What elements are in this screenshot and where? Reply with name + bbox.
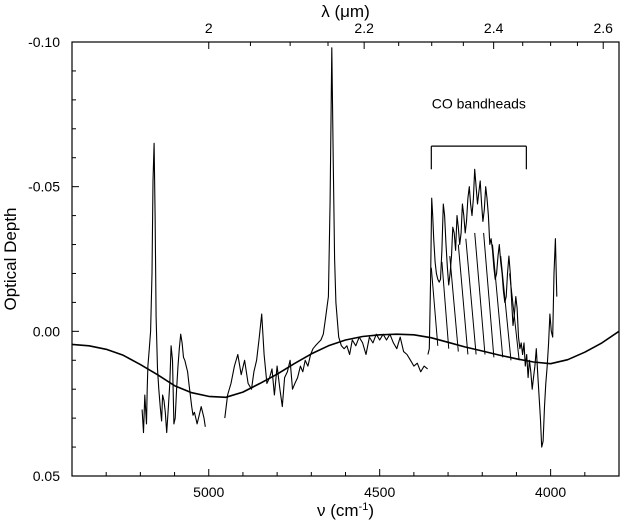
top-axis-title: λ (μm): [321, 2, 370, 21]
hatch-line-1: [430, 267, 439, 346]
plot-frame: [71, 41, 620, 477]
hatch-line-4: [457, 244, 469, 355]
hatch-line-5: [465, 238, 477, 355]
annotation-co-bandheads: CO bandheads: [432, 96, 526, 112]
x-axis-title-main: ν (cm: [317, 501, 359, 520]
x-tick-label: 4000: [535, 484, 566, 500]
top-tick-label: 2: [205, 20, 213, 36]
y-tick-label: -0.05: [28, 179, 60, 195]
hatch-line-3: [449, 256, 459, 352]
plot-area: [71, 47, 620, 448]
top-tick-label: 2.4: [484, 20, 504, 36]
hatch-line-8: [492, 244, 504, 358]
axis-ticks: 5000 4500 4000 -0.10 -0.05 0.00 0.05 2 2.2 2.4 2.6: [28, 20, 613, 500]
x-axis-title-sup: -1: [359, 501, 369, 513]
series-line-4: [427, 168, 558, 448]
x-axis-title: ν (cm-1): [317, 501, 374, 520]
series-line-3: [224, 47, 428, 419]
hatch-line-2: [441, 261, 450, 349]
y-tick-label: 0.05: [33, 468, 60, 484]
top-tick-label: 2.6: [593, 20, 613, 36]
x-axis-title-close: ): [368, 501, 374, 520]
y-tick-label: 0.00: [33, 323, 60, 339]
co-bracket: [430, 145, 527, 170]
hatch-line-7: [483, 232, 495, 358]
hatch-line-9: [500, 256, 512, 361]
series-line-1: [71, 330, 620, 399]
y-tick-label: -0.10: [28, 34, 60, 50]
hatch-line-10: [509, 273, 520, 361]
x-tick-label: 4500: [364, 484, 395, 500]
top-tick-label: 2.2: [354, 20, 374, 36]
hatch-line-6: [474, 232, 486, 355]
y-axis-title: Optical Depth: [1, 208, 20, 311]
x-tick-label: 5000: [193, 484, 224, 500]
series-line-2: [141, 142, 206, 434]
